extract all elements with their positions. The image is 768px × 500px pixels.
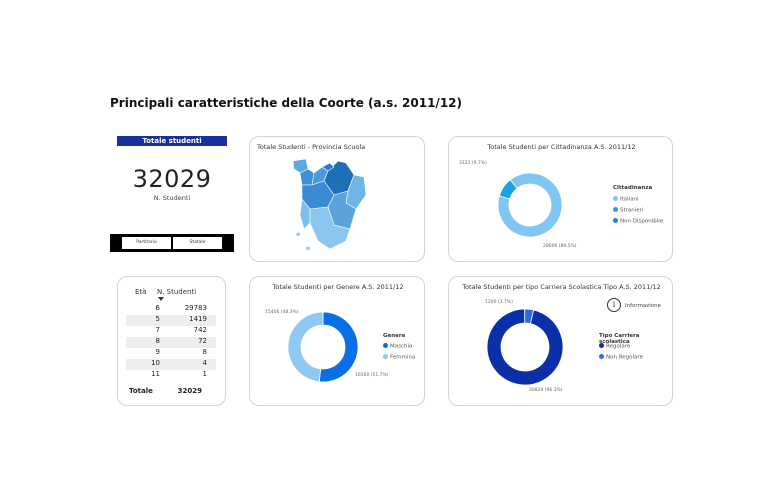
kpi-header: Totale studenti <box>117 136 227 146</box>
carriera-label-non-regolare: 1200 (3.7%) <box>485 300 513 305</box>
n-studenti-cell: 1 <box>202 370 207 378</box>
table-row[interactable]: 11 1 <box>126 370 216 381</box>
province-map[interactable] <box>250 137 426 263</box>
map-title: Totale Studenti - Provincia Scuola <box>257 143 366 151</box>
genere-legend-title: Genere <box>383 333 406 339</box>
legend-item-nd[interactable]: Non Disponibile <box>613 218 663 225</box>
carriera-title: Totale Studenti per tipo Carriera Scolas… <box>462 283 661 291</box>
table-row[interactable]: 7 742 <box>126 326 216 337</box>
col-n-header[interactable]: N. Studenti <box>157 288 197 296</box>
table-row[interactable]: 10 4 <box>126 359 216 370</box>
eta-cell: 6 <box>155 304 160 312</box>
eta-cell: 10 <box>151 359 160 367</box>
legend-item-regolare[interactable]: Regolare <box>599 343 630 350</box>
genere-label-maschio: 16560 (51.7%) <box>355 373 389 378</box>
n-studenti-cell: 8 <box>202 348 207 356</box>
genere-card: Totale Studenti per Genere A.S. 2011/12 … <box>249 276 425 406</box>
eta-table-card: Età N. Studenti 6 29783 5 1419 7 742 8 72 9 8 10 4 1… <box>117 276 226 406</box>
carriera-label-regolare: 30829 (96.3%) <box>529 388 563 393</box>
sort-arrow-icon <box>158 297 164 301</box>
legend-dot-regolare <box>599 343 604 348</box>
cittadinanza-label-italiani: 28606 (89.5%) <box>543 244 577 249</box>
eta-cell: 11 <box>151 370 160 378</box>
info-label[interactable]: Informazione <box>625 303 661 309</box>
genere-donut[interactable] <box>250 277 426 407</box>
donut-slice-stranieri[interactable] <box>498 179 518 200</box>
legend-dot-femmina <box>383 354 388 359</box>
cittadinanza-legend-title: Cittadinanza <box>613 185 653 191</box>
legend-label: Non Disponibile <box>620 218 664 225</box>
map-region-isola <box>295 231 301 237</box>
donut-slice-non-regolare[interactable] <box>524 308 535 325</box>
cittadinanza-title: Totale Studenti per Cittadinanza A.S. 20… <box>487 143 636 151</box>
kpi-subtitle: N. Studenti <box>153 194 191 202</box>
partitario-button[interactable]: Partitario <box>122 237 171 249</box>
genere-label-femmina: 15466 (48.3%) <box>265 310 299 315</box>
donut-slice-femmina[interactable] <box>287 311 324 383</box>
legend-label: Regolare <box>606 343 631 350</box>
n-studenti-cell: 29783 <box>184 304 207 312</box>
eta-cell: 7 <box>155 326 160 334</box>
col-eta-header: Età <box>135 288 147 296</box>
table-row[interactable]: 8 72 <box>126 337 216 348</box>
donut-slice-maschio[interactable] <box>318 311 359 383</box>
n-studenti-cell: 4 <box>202 359 207 367</box>
page-title: Principali caratteristiche della Coorte … <box>110 96 463 110</box>
carriera-legend-title: Tipo Carriera scolastica <box>599 333 640 345</box>
carriera-donut[interactable] <box>449 277 674 407</box>
eta-cell: 5 <box>155 315 160 323</box>
cittadinanza-card: Totale Studenti per Cittadinanza A.S. 20… <box>448 136 673 262</box>
legend-item-stranieri[interactable]: Stranieri <box>613 207 643 214</box>
legend-label: Femmina <box>390 354 416 361</box>
legend-label: Stranieri <box>620 207 644 214</box>
legend-item-italiani[interactable]: Italiani <box>613 196 639 203</box>
map-card: Totale Studenti - Provincia Scuola <box>249 136 425 262</box>
eta-cell: 9 <box>155 348 160 356</box>
table-row[interactable]: 5 1419 <box>126 315 216 326</box>
info-icon[interactable]: i <box>607 298 621 312</box>
total-value: 32029 <box>177 387 202 395</box>
total-label: Totale <box>129 387 153 395</box>
legend-dot-maschio <box>383 343 388 348</box>
map-region-isola2 <box>305 245 311 251</box>
legend-item-non-regolare[interactable]: Non Regolare <box>599 354 643 361</box>
n-studenti-cell: 1419 <box>189 315 207 323</box>
legend-dot-non-regolare <box>599 354 604 359</box>
map-region-livorno <box>299 198 311 230</box>
n-studenti-cell: 72 <box>198 337 207 345</box>
legend-item-femmina[interactable]: Femmina <box>383 354 415 361</box>
n-studenti-cell: 742 <box>193 326 207 334</box>
cittadinanza-label-stranieri: 3121 (9.7%) <box>459 161 487 166</box>
statale-button[interactable]: Statale <box>173 237 222 249</box>
table-row[interactable]: 6 29783 <box>126 304 216 315</box>
kpi-value: 32029 <box>132 165 212 193</box>
legend-dot-nd <box>613 218 618 223</box>
legend-item-maschio[interactable]: Maschio <box>383 343 412 350</box>
donut-slice-regolare[interactable] <box>486 308 564 386</box>
eta-cell: 8 <box>155 337 160 345</box>
map-region-grosseto <box>309 206 351 250</box>
legend-label: Maschio <box>390 343 413 350</box>
carriera-card: Totale Studenti per tipo Carriera Scolas… <box>448 276 673 406</box>
legend-label: Italiani <box>620 196 639 203</box>
button-bar: Partitario Statale <box>110 234 234 252</box>
cittadinanza-donut[interactable] <box>449 137 674 263</box>
genere-title: Totale Studenti per Genere A.S. 2011/12 <box>272 283 404 291</box>
donut-slice-italiani[interactable] <box>497 172 563 238</box>
legend-label: Non Regolare <box>606 354 643 361</box>
map-region-prato <box>321 162 335 172</box>
legend-dot-stranieri <box>613 207 618 212</box>
legend-dot-italiani <box>613 196 618 201</box>
